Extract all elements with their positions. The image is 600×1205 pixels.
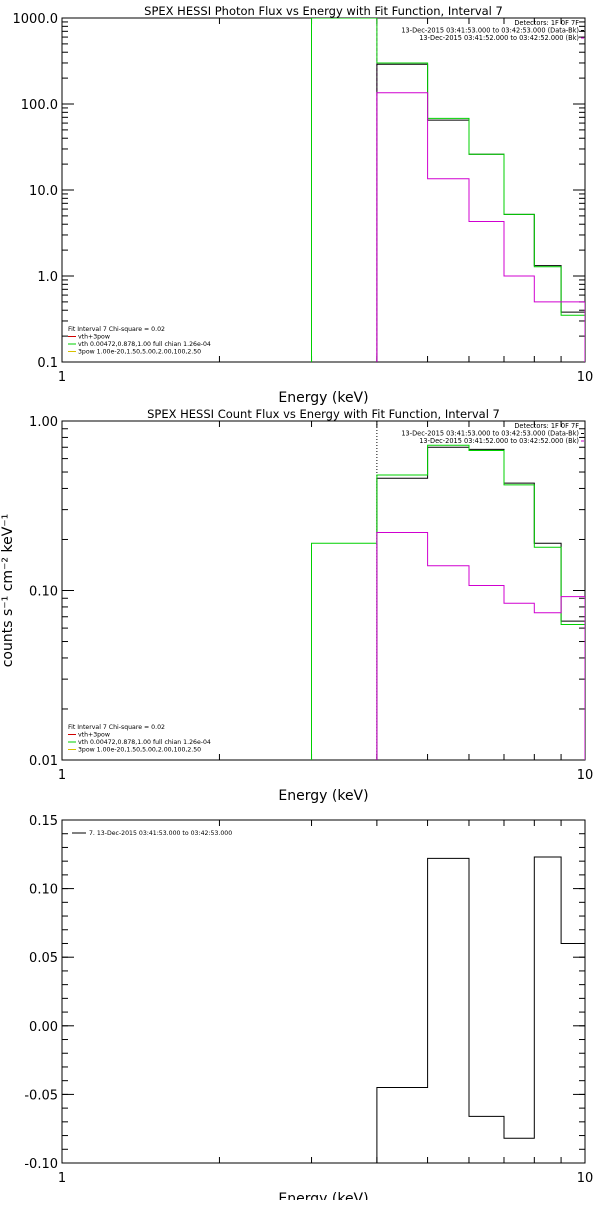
series-group <box>376 856 585 1163</box>
y-tick-label: 1.0 <box>37 270 58 285</box>
x-tick-label: 1 <box>58 370 66 385</box>
y-tick-label: 0.01 <box>29 754 58 769</box>
info-line: Detectors: 1F 0F 7F <box>514 19 579 27</box>
panel-2: SPEX HESSI Count Flux vs Energy with Fit… <box>0 407 593 804</box>
info-line: 13-Dec-2015 03:41:53.000 to 03:42:53.000… <box>401 27 579 35</box>
x-axis-label: Energy (keV) <box>278 390 368 406</box>
y-tick-label: -0.10 <box>24 1157 58 1172</box>
series-line <box>376 532 585 760</box>
legend-entry: vth+3pow <box>78 334 110 341</box>
series-line <box>311 444 585 760</box>
x-tick-label: 10 <box>577 370 594 385</box>
info-line: Detectors: 1F 0F 7F <box>514 422 579 430</box>
series-line <box>376 446 585 760</box>
y-tick-label: 0.00 <box>29 1020 58 1035</box>
y-axis-label: counts s⁻¹ cm⁻² keV⁻¹ <box>0 514 16 668</box>
y-tick-label: 0.05 <box>29 951 58 966</box>
info-line: 13-Dec-2015 03:41:52.000 to 03:42:52.000… <box>419 34 579 42</box>
y-tick-label: 1.00 <box>29 415 58 430</box>
series-group <box>311 444 585 760</box>
info-line: 13-Dec-2015 03:41:52.000 to 03:42:52.000… <box>419 437 579 445</box>
chart-title: SPEX HESSI Photon Flux vs Energy with Fi… <box>144 4 503 18</box>
legend-entry: vth+3pow <box>78 732 110 739</box>
y-tick-label: 0.10 <box>29 585 58 600</box>
chart-title: SPEX HESSI Count Flux vs Energy with Fit… <box>147 407 500 421</box>
legend-entry: 7. 13-Dec-2015 03:41:53.000 to 03:42:53.… <box>89 830 232 837</box>
x-tick-label: 1 <box>58 768 66 783</box>
panel-3: 1 10 Energy (keV) 0.15 0.10 0.05 0.00 -0.05 -0.1… <box>24 814 594 1205</box>
axes-frame <box>61 17 586 363</box>
legend-entry: vth 0.00472,0.878,1.00 full chian 1.26e-… <box>78 739 211 746</box>
y-tick-label: 1000.0 <box>13 12 59 27</box>
series-group <box>311 18 585 362</box>
axes-frame <box>61 420 586 761</box>
y-tick-label: 0.1 <box>37 356 58 371</box>
panel-1: SPEX HESSI Photon Flux vs Energy with Fi… <box>13 4 594 406</box>
y-tick-label: 10.0 <box>29 184 58 199</box>
x-axis-label: Energy (keV) <box>278 788 368 804</box>
y-tick-label: 0.10 <box>29 883 58 898</box>
y-tick-label: 100.0 <box>21 98 58 113</box>
info-line: 13-Dec-2015 03:41:53.000 to 03:42:53.000… <box>401 430 579 438</box>
series-line <box>376 63 585 362</box>
y-tick-label: -0.05 <box>24 1088 58 1103</box>
x-tick-label: 1 <box>58 1171 66 1186</box>
x-tick-label: 10 <box>577 768 594 783</box>
legend-entry: 3pow 1.00e-20,1.50,5.00,2.00,100,2.50 <box>78 747 201 754</box>
x-tick-label: 10 <box>577 1171 594 1186</box>
x-axis-label: Energy (keV) <box>278 1191 368 1200</box>
series-line <box>376 92 585 362</box>
y-tick-label: 0.15 <box>29 814 58 829</box>
legend-entry: Fit Interval 7 Chi-square = 0.02 <box>68 326 165 333</box>
legend-entry: Fit Interval 7 Chi-square = 0.02 <box>68 724 165 731</box>
axes-frame <box>61 819 586 1164</box>
series-line <box>376 856 585 1163</box>
series-line <box>311 18 585 362</box>
legend-entry: 3pow 1.00e-20,1.50,5.00,2.00,100,2.50 <box>78 349 201 356</box>
legend-entry: vth 0.00472,0.878,1.00 full chian 1.26e-… <box>78 341 211 348</box>
